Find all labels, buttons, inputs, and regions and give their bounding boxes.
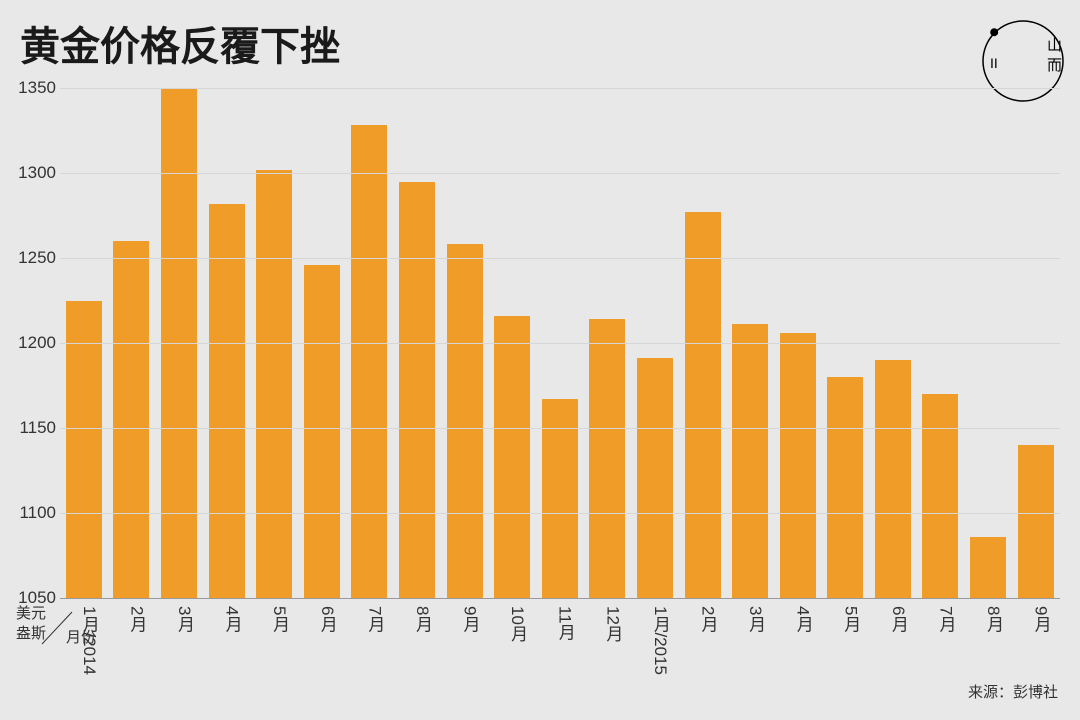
bar <box>209 204 245 598</box>
x-axis-label: 3月 <box>161 606 197 675</box>
bar <box>589 319 625 598</box>
bar <box>351 125 387 598</box>
x-axis-label: 11月 <box>542 606 578 675</box>
bar <box>922 394 958 598</box>
x-axis-label: 4月 <box>209 606 245 675</box>
bar <box>1018 445 1054 598</box>
svg-text:山: 山 <box>1047 37 1062 54</box>
axis-corner-label: 美元 盎斯 月份 <box>14 602 110 666</box>
bar <box>399 182 435 599</box>
svg-text:美元: 美元 <box>16 605 46 622</box>
bar <box>494 316 530 598</box>
gridline <box>60 513 1060 514</box>
y-axis-label: 1150 <box>10 418 56 438</box>
gridline <box>60 258 1060 259</box>
gridline <box>60 343 1060 344</box>
bar <box>685 212 721 598</box>
x-axis-label: 8月 <box>970 606 1006 675</box>
x-axis-label: 7月 <box>351 606 387 675</box>
x-axis-label: 5月 <box>827 606 863 675</box>
y-axis-label: 1250 <box>10 248 56 268</box>
bar <box>66 301 102 599</box>
bar <box>875 360 911 598</box>
bar <box>780 333 816 598</box>
chart-title: 黄金价格反覆下挫 <box>20 14 340 72</box>
x-axis-label: 6月 <box>304 606 340 675</box>
y-axis-label: 1350 <box>10 78 56 98</box>
x-axis-label: 6月 <box>875 606 911 675</box>
x-axis-label: 8月 <box>399 606 435 675</box>
bar <box>827 377 863 598</box>
x-axis-label: 12月 <box>589 606 625 675</box>
y-axis-label: 1100 <box>10 503 56 523</box>
x-axis-label: 3月 <box>732 606 768 675</box>
bar <box>637 358 673 598</box>
x-axis-labels: 1月/20142月3月4月5月6月7月8月9月10月11月12月1月/20152… <box>60 606 1060 675</box>
bar <box>970 537 1006 598</box>
bar <box>304 265 340 598</box>
x-axis-label: 2月 <box>685 606 721 675</box>
y-axis-label: 1200 <box>10 333 56 353</box>
svg-text:II: II <box>990 55 998 71</box>
x-axis-label: 5月 <box>256 606 292 675</box>
gridline <box>60 173 1060 174</box>
x-axis-label: 9月 <box>1018 606 1054 675</box>
y-axis-label: 1300 <box>10 163 56 183</box>
x-axis-label: 10月 <box>494 606 530 675</box>
bar <box>256 170 292 598</box>
gridline <box>60 598 1060 599</box>
x-axis-label: 1月/2015 <box>637 606 673 675</box>
bar <box>447 244 483 598</box>
gridline <box>60 428 1060 429</box>
svg-text:月份: 月份 <box>66 629 96 646</box>
svg-text:盎斯: 盎斯 <box>16 625 46 642</box>
chart-plot-area: 1050110011501200125013001350 <box>60 88 1060 598</box>
bar <box>113 241 149 598</box>
x-axis-label: 4月 <box>780 606 816 675</box>
source-credit: 来源：彭博社 <box>968 681 1058 702</box>
bar <box>732 324 768 598</box>
gridline <box>60 88 1060 89</box>
x-axis-label: 9月 <box>447 606 483 675</box>
x-axis-label: 2月 <box>113 606 149 675</box>
svg-text:而: 而 <box>1047 57 1062 74</box>
x-axis-label: 7月 <box>922 606 958 675</box>
